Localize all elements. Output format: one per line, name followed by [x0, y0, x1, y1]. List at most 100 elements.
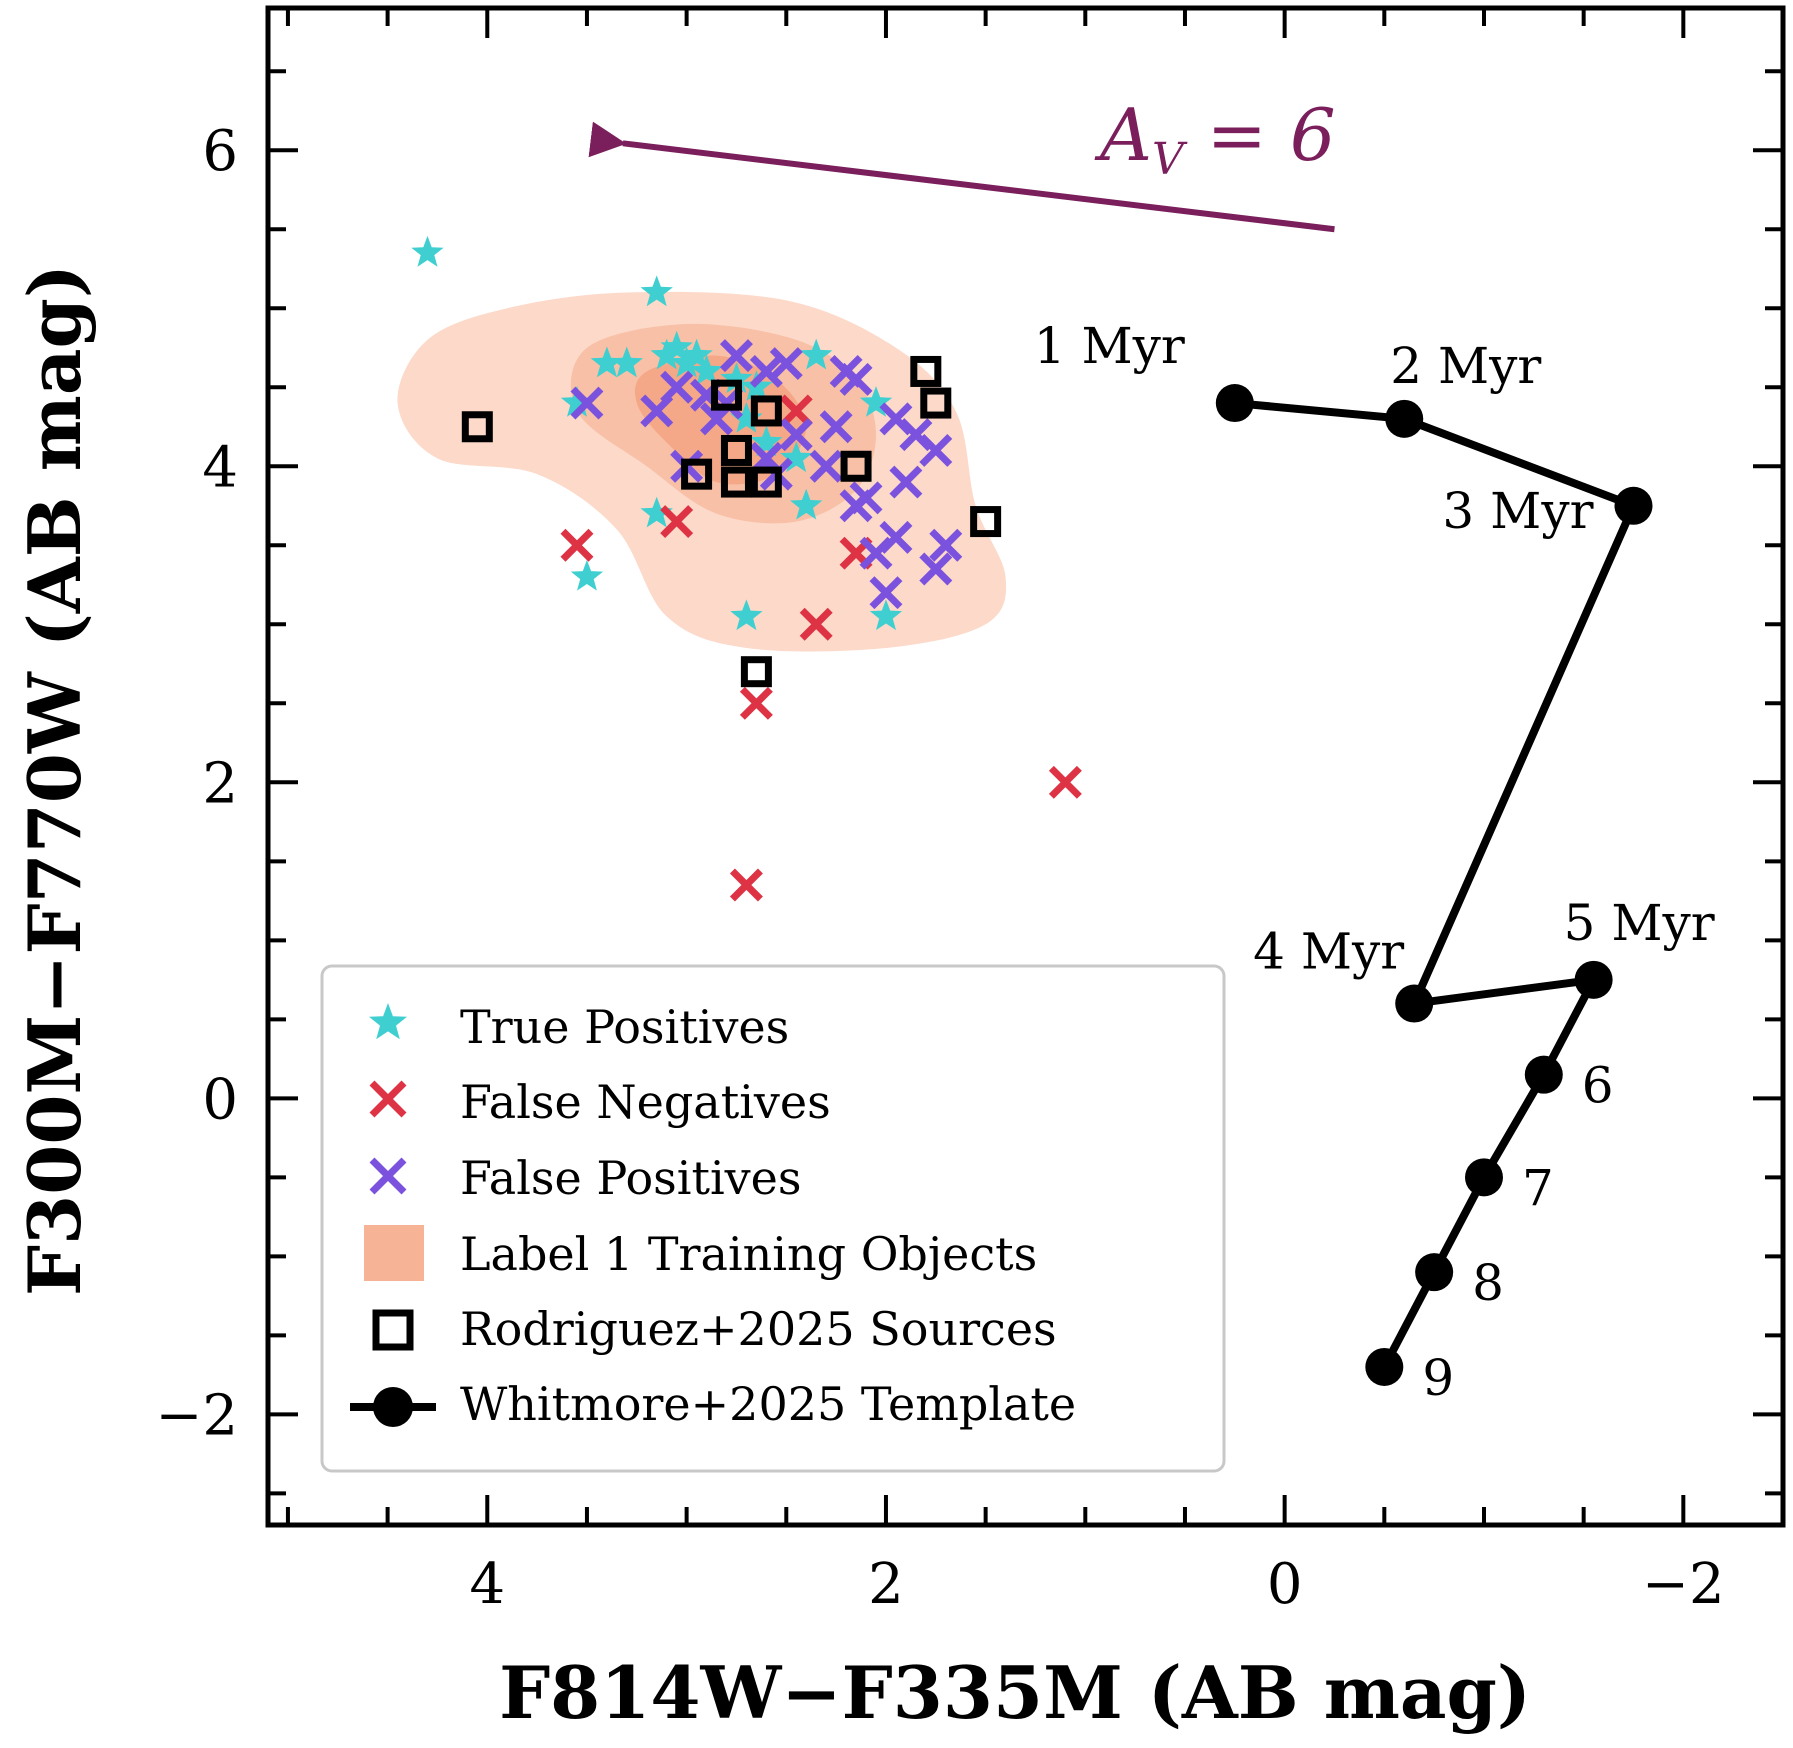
false-positive-point: [640, 394, 674, 428]
reddening-label: AV = 6: [1094, 93, 1336, 185]
template-age-label: 7: [1522, 1159, 1554, 1217]
x-tick-label: 0: [1267, 1552, 1303, 1617]
true-positive-point: [750, 425, 783, 457]
true-positive-point: [869, 599, 903, 631]
legend-box: [320, 964, 1226, 1473]
rodriguez-source-point: [910, 355, 942, 387]
false-negative-point: [779, 394, 813, 428]
true-positive-point: [730, 401, 763, 433]
false-negative-point: [1048, 765, 1082, 799]
legend-marker-false-positives: [369, 1157, 407, 1195]
y-tick-label: 0: [202, 1067, 238, 1132]
template-age-label: 5 Myr: [1564, 894, 1715, 952]
template-age-label: 2 Myr: [1390, 337, 1541, 395]
true-positive-point: [720, 362, 753, 394]
false-positive-point: [889, 465, 923, 499]
false-positive-point: [919, 552, 953, 586]
template-point: [1464, 1158, 1503, 1197]
false-negative-point: [560, 528, 594, 562]
false-negative-point: [739, 686, 773, 720]
true-positive-point: [660, 330, 693, 362]
legend-marker-whitmore: [350, 1387, 436, 1427]
legend-label-false-negatives: False Negatives: [460, 1075, 831, 1129]
template-point: [1415, 1253, 1454, 1292]
true-positive-point: [690, 354, 723, 386]
false-positive-point: [769, 347, 803, 381]
x-tick-label: 4: [469, 1552, 505, 1617]
template-age-label: 9: [1422, 1349, 1454, 1407]
true-positive-point: [411, 235, 444, 267]
y-tick-label: −2: [155, 1383, 238, 1448]
axes: 4 2 0 −2 −2 0 2 4 6: [155, 5, 1786, 1617]
scatter-points: [411, 235, 1082, 902]
rodriguez-source-point: [920, 387, 952, 419]
legend-label-rodriguez: Rodriguez+2025 Sources: [460, 1302, 1057, 1356]
true-positive-point: [640, 275, 673, 307]
rodriguez-source-point: [750, 395, 782, 427]
y-tick-label: 6: [202, 119, 238, 184]
false-positive-point: [839, 489, 873, 523]
false-positive-point: [809, 449, 843, 483]
x-tick-label: −2: [1642, 1552, 1725, 1617]
true-positive-point: [650, 338, 683, 370]
rodriguez-source-point: [750, 466, 782, 498]
template-age-label: 6: [1582, 1057, 1614, 1115]
template-point: [1365, 1347, 1404, 1386]
template-age-label: 3 Myr: [1442, 482, 1593, 540]
legend-marker-training-objects: [364, 1225, 424, 1281]
reddening-vector: AV = 6: [588, 93, 1336, 233]
true-positive-point: [590, 346, 623, 378]
y-tick-label: 2: [202, 751, 238, 816]
template-point: [1385, 399, 1424, 438]
true-positive-point: [560, 386, 594, 417]
rodriguez-source-point: [681, 458, 713, 490]
true-positive-point: [780, 441, 813, 473]
true-positive-point: [610, 346, 643, 378]
rodriguez-source-point: [710, 379, 742, 411]
template-point: [1614, 486, 1653, 525]
false-negative-point: [729, 868, 763, 902]
rodriguez-source-point: [740, 656, 772, 688]
false-negative-point: [799, 607, 833, 641]
true-positive-point: [680, 338, 713, 370]
y-tick-label: 4: [202, 435, 238, 500]
false-positive-point: [749, 354, 783, 388]
y-axis-label: F300M−F770W (AB mag): [12, 264, 97, 1296]
template-line: [1234, 399, 1638, 1369]
false-positive-point: [839, 362, 873, 396]
legend-label-true-positives: True Positives: [460, 1000, 789, 1054]
true-positive-point: [640, 496, 673, 528]
true-positive-point: [800, 338, 833, 370]
rodriguez-source-point: [461, 411, 493, 443]
false-positive-point: [929, 528, 963, 562]
false-positive-point: [869, 576, 903, 610]
true-positive-point: [790, 488, 823, 520]
rodriguez-source-point: [970, 506, 1002, 538]
legend-label-whitmore: Whitmore+2025 Template: [460, 1377, 1076, 1431]
template-age-label: 8: [1472, 1254, 1504, 1312]
true-positive-point: [730, 599, 763, 631]
false-negative-point: [660, 505, 694, 539]
false-positive-point: [819, 410, 853, 444]
plot-frame: [265, 5, 1786, 1528]
rodriguez-source-point: [720, 434, 752, 466]
false-positive-point: [859, 536, 893, 570]
x-axis-label: F814W−F335M (AB mag): [499, 1650, 1531, 1735]
legend: True Positives False Negatives False Pos…: [320, 964, 1226, 1473]
template-age-label: 4 Myr: [1253, 923, 1404, 981]
reddening-arrow: [588, 121, 1335, 233]
x-tick-label: 2: [868, 1552, 904, 1617]
legend-label-training-objects: Label 1 Training Objects: [460, 1227, 1037, 1281]
false-positive-point: [919, 433, 953, 467]
template-point: [1215, 384, 1254, 423]
rodriguez-source-point: [720, 466, 752, 498]
false-positive-point: [719, 339, 753, 373]
rodriguez-source-point: [840, 450, 872, 482]
template-point: [1524, 1055, 1563, 1094]
legend-marker-false-negatives: [369, 1080, 407, 1118]
true-positive-point: [570, 559, 604, 591]
true-positive-point: [859, 386, 893, 417]
legend-marker-rodriguez: [372, 1309, 414, 1351]
